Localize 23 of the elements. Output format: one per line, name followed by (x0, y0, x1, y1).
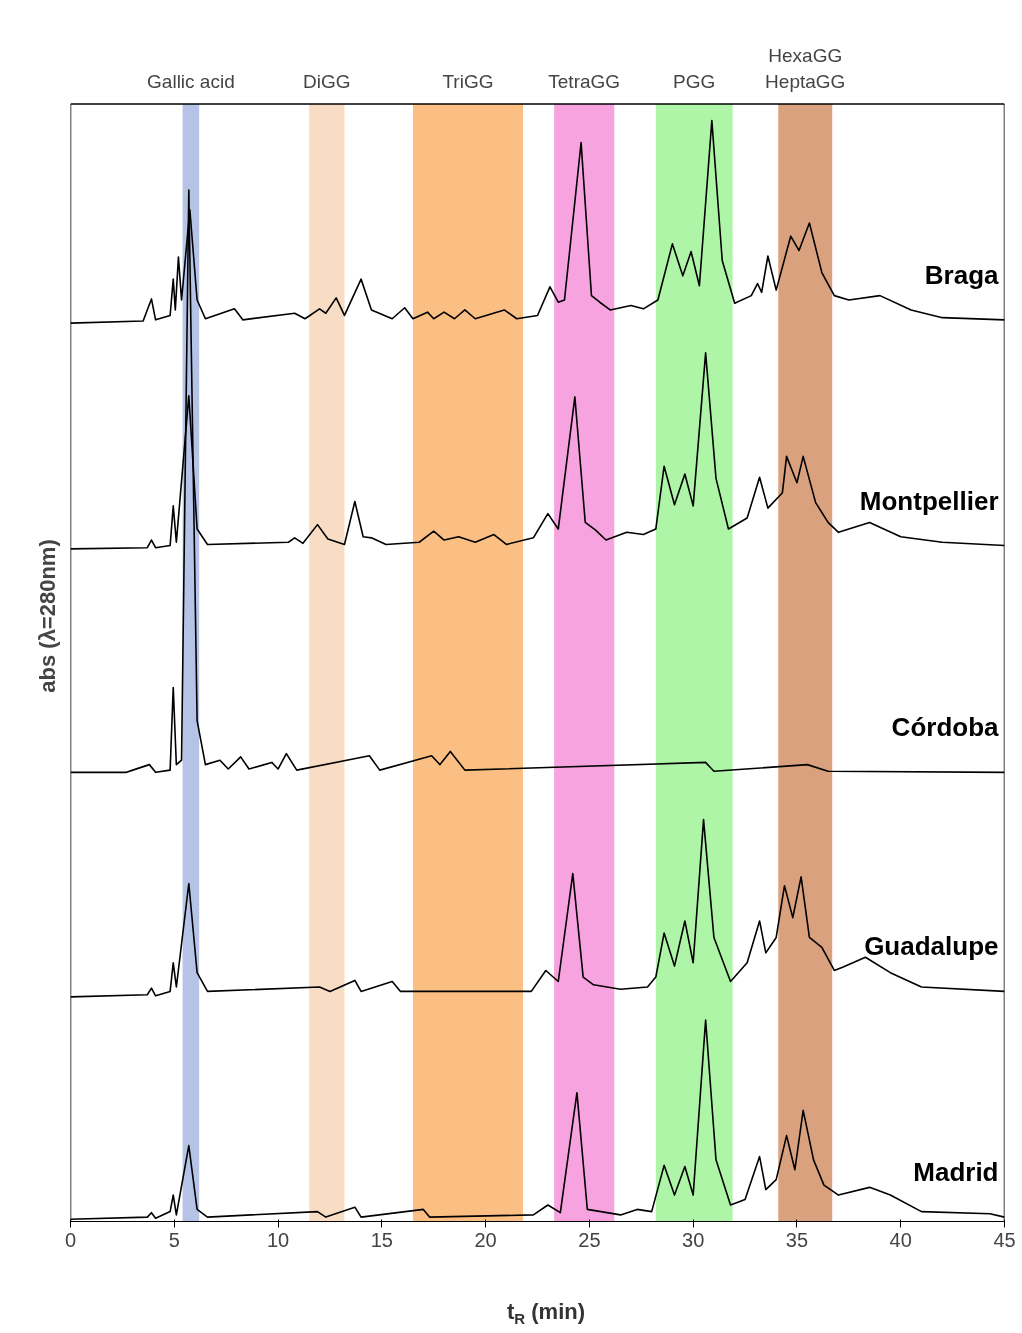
x-tick-label: 40 (889, 1228, 912, 1251)
y-axis-title: abs (λ=280nm) (34, 539, 60, 693)
band-label: TetraGG (548, 71, 621, 93)
series-label: Guadalupe (864, 931, 999, 962)
series-label: Braga (924, 259, 1000, 290)
x-tick-label: 0 (64, 1228, 77, 1251)
band-label: HexaGG HeptaGG (765, 45, 846, 93)
series-label: Montpellier (859, 485, 999, 516)
x-axis-title: t$_{R}$ (min) (506, 1298, 586, 1330)
x-tick-label: 10 (266, 1228, 290, 1251)
band-label: TriGG (442, 71, 494, 93)
x-tick-label: 30 (682, 1228, 705, 1251)
x-tick-label: 5 (168, 1228, 180, 1251)
series-label: Madrid (913, 1157, 999, 1188)
x-tick-label: 25 (578, 1228, 601, 1251)
x-tick-label: 15 (370, 1228, 393, 1251)
x-tick-label: 20 (474, 1228, 497, 1251)
series-label: Córdoba (891, 712, 1000, 743)
band-label: Gallic acid (147, 71, 235, 93)
x-tick-label: 45 (993, 1228, 1016, 1251)
x-tick-label: 35 (785, 1228, 809, 1251)
band-label: DiGG (303, 71, 351, 93)
band-label: PGG (673, 71, 716, 93)
